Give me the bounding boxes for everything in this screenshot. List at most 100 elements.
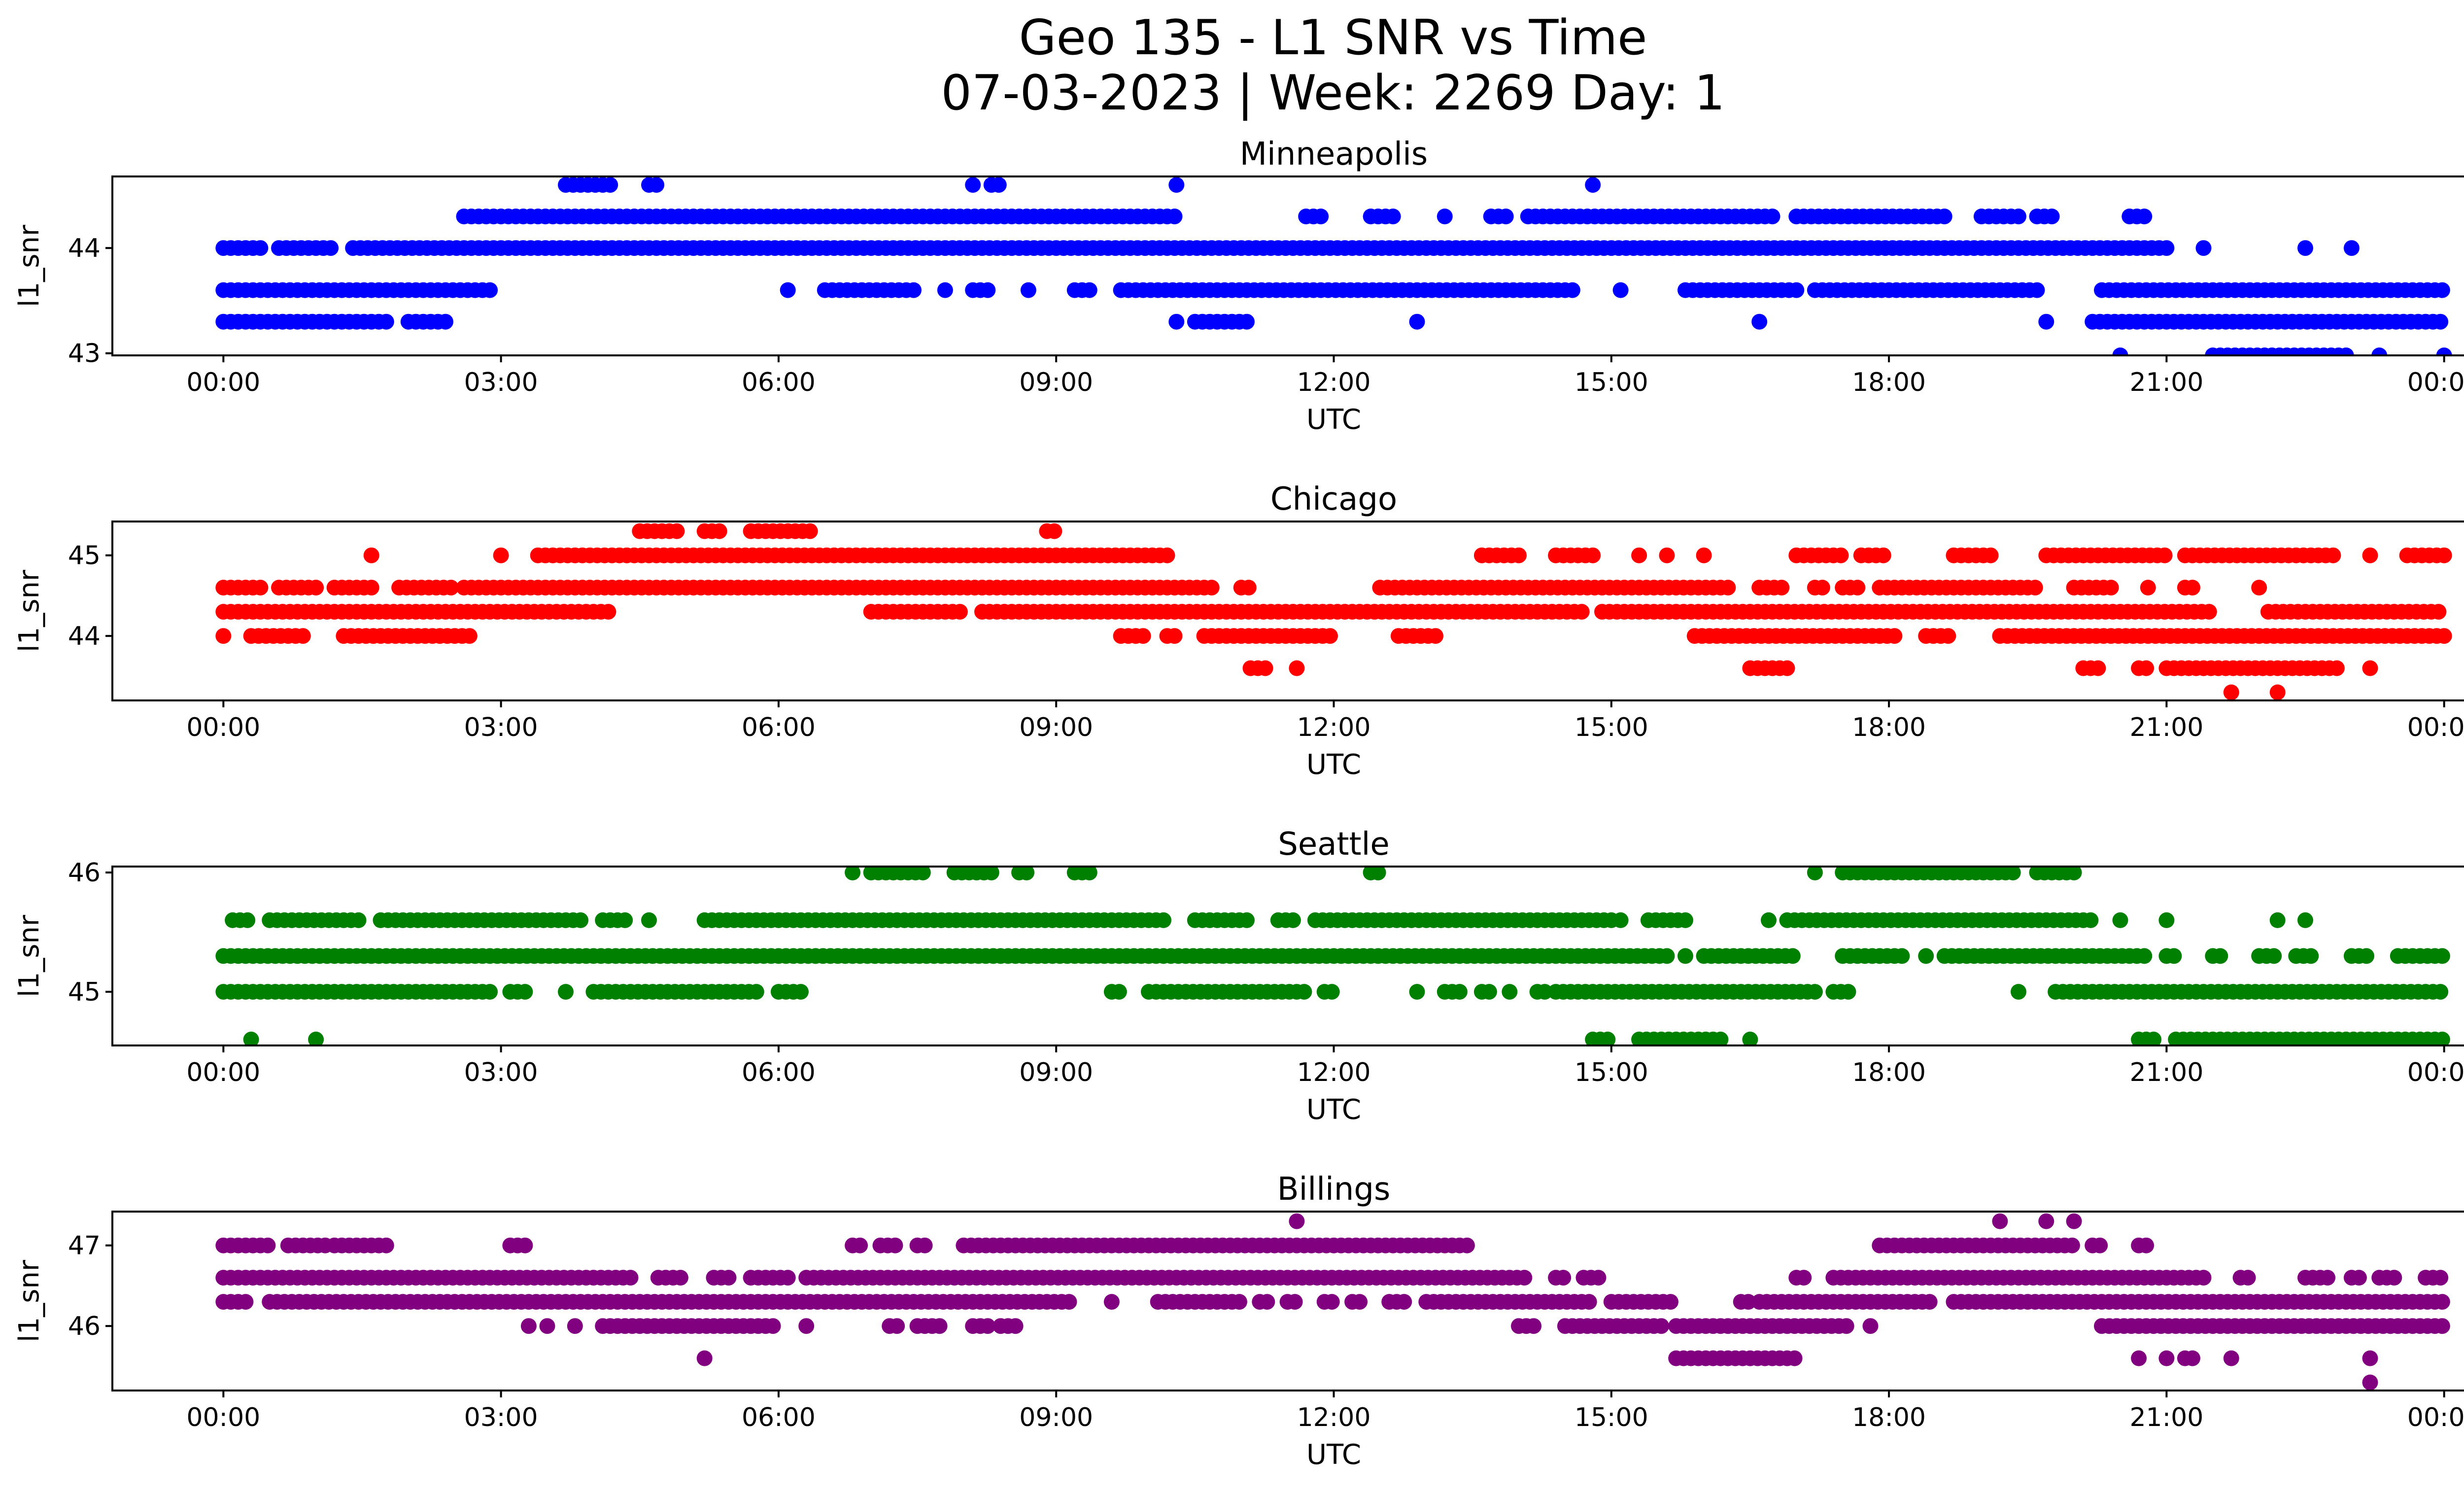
x-tick-label: 18:00 xyxy=(1852,368,1926,397)
data-point xyxy=(2436,547,2452,563)
data-point xyxy=(952,604,968,620)
data-point xyxy=(1232,1294,1247,1310)
data-point xyxy=(350,912,367,928)
x-tick-label: 00:00 xyxy=(186,1403,260,1432)
data-point xyxy=(1537,984,1553,1000)
data-point xyxy=(438,313,453,330)
x-tick-label: 00:00 xyxy=(2407,713,2464,742)
x-tick-label: 06:00 xyxy=(742,713,816,742)
data-point xyxy=(1814,580,1830,596)
data-point xyxy=(2066,1213,2082,1229)
data-point xyxy=(669,523,685,539)
data-point xyxy=(1807,984,1823,1000)
data-point xyxy=(641,912,657,928)
data-point xyxy=(1784,948,1801,964)
data-point xyxy=(1313,209,1329,225)
data-point xyxy=(991,177,1007,193)
y-tick-label: 43 xyxy=(68,339,101,369)
data-point xyxy=(2362,660,2378,676)
data-point xyxy=(1296,984,1312,1000)
data-point xyxy=(295,628,311,644)
data-point xyxy=(517,1237,533,1253)
data-point xyxy=(539,1318,555,1334)
x-tick-label: 12:00 xyxy=(1297,368,1371,397)
data-point xyxy=(748,984,764,1000)
data-point xyxy=(1875,547,1891,563)
x-tick-label: 03:00 xyxy=(464,713,538,742)
data-point xyxy=(1555,1270,1572,1286)
data-point xyxy=(1581,1294,1597,1310)
data-point xyxy=(1585,547,1601,563)
subplot-chicago: Chicago 00:00 03:00 06:00 09:00 12:00 15:00 18:… xyxy=(13,481,2464,781)
data-point xyxy=(1451,984,1468,1000)
data-point xyxy=(915,867,931,881)
x-tick-label: 21:00 xyxy=(2129,713,2203,742)
data-point xyxy=(1764,209,1780,225)
data-point xyxy=(2201,604,2217,620)
y-tick-label: 46 xyxy=(68,1312,101,1341)
data-point xyxy=(2269,912,2286,928)
data-point xyxy=(558,984,574,1000)
data-point xyxy=(2092,1237,2108,1253)
y-tick-label: 45 xyxy=(68,541,101,571)
data-point xyxy=(1921,1294,1938,1310)
data-point xyxy=(308,1031,324,1045)
data-point xyxy=(2328,660,2345,676)
data-point xyxy=(2362,1374,2378,1391)
data-point xyxy=(1203,580,1220,596)
data-point xyxy=(793,984,809,1000)
data-point xyxy=(2223,684,2239,700)
data-point xyxy=(2136,948,2153,964)
data-point xyxy=(1612,282,1629,298)
data-point xyxy=(983,867,999,881)
data-point xyxy=(2240,1270,2256,1286)
data-point xyxy=(1240,580,1257,596)
data-point xyxy=(1631,547,1647,563)
x-tick-label: 12:00 xyxy=(1297,1403,1371,1432)
data-point xyxy=(1019,867,1035,881)
data-point xyxy=(1564,282,1580,298)
x-tick-label: 15:00 xyxy=(1574,713,1648,742)
data-point xyxy=(1663,1294,1678,1310)
y-tick-label: 44 xyxy=(68,234,101,263)
data-point xyxy=(1166,209,1183,225)
data-point xyxy=(1992,1213,2008,1229)
data-point xyxy=(931,1318,948,1334)
data-point xyxy=(1677,912,1693,928)
x-tick-label: 18:00 xyxy=(1852,1403,1926,1432)
data-point xyxy=(1677,948,1693,964)
chart-subtitle: 07-03-2023 | Week: 2269 Day: 1 xyxy=(941,65,1725,121)
data-point xyxy=(2432,1270,2449,1286)
x-tick-label: 09:00 xyxy=(1019,368,1093,397)
subplot-seattle: Seattle 00:00 03:00 06:00 09:00 12:00 15:00 18:… xyxy=(13,826,2464,1126)
data-point xyxy=(2158,240,2175,256)
x-tick-label: 03:00 xyxy=(464,368,538,397)
data-point xyxy=(965,177,981,193)
data-point xyxy=(243,1031,259,1045)
data-point xyxy=(980,1318,996,1334)
data-point xyxy=(1886,628,1903,644)
data-point xyxy=(252,240,269,256)
data-point xyxy=(2434,1031,2450,1045)
data-point xyxy=(622,1270,639,1286)
x-tick-label: 00:00 xyxy=(186,368,260,397)
subplot-billings: Billings 00:00 03:00 06:00 09:00 12:00 15:00 18… xyxy=(13,1171,2464,1471)
subplot-title: Seattle xyxy=(1278,826,1390,863)
data-points xyxy=(215,523,2452,700)
data-point xyxy=(443,580,459,596)
data-point xyxy=(2064,1237,2080,1253)
data-point xyxy=(1526,1318,1542,1334)
data-point xyxy=(323,240,339,256)
data-point xyxy=(617,912,633,928)
data-point xyxy=(215,628,232,644)
data-point xyxy=(1103,1294,1120,1310)
data-point xyxy=(1940,628,1956,644)
data-point xyxy=(1396,1294,1412,1310)
data-point xyxy=(2166,948,2182,964)
y-axis-label: l1_snr xyxy=(13,914,45,997)
data-point xyxy=(2044,209,2060,225)
data-point xyxy=(517,984,533,1000)
data-point xyxy=(2027,580,2043,596)
data-point xyxy=(802,523,818,539)
data-point xyxy=(567,1318,583,1334)
